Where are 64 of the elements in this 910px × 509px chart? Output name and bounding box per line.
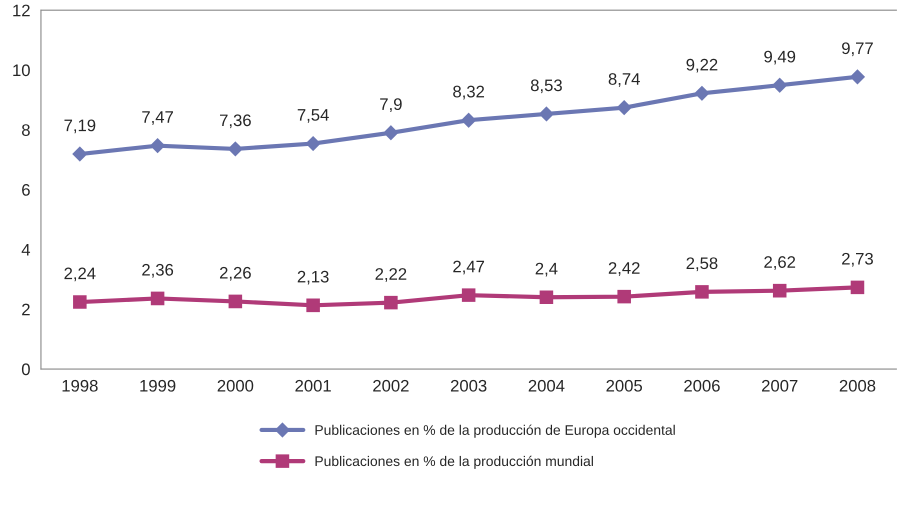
point — [616, 100, 632, 116]
data-label: 2,13 — [298, 270, 329, 285]
point — [617, 290, 631, 304]
point — [228, 142, 243, 156]
y-tick-label: 2 — [22, 304, 30, 316]
point — [462, 288, 476, 302]
data-label: 7,9 — [380, 98, 402, 112]
x-tick-label: 2003 — [450, 380, 486, 392]
point — [73, 295, 87, 309]
y-tick-label: 4 — [22, 244, 30, 256]
data-label: 7,54 — [298, 109, 329, 123]
data-label: 2,26 — [220, 266, 251, 281]
y-tick-label: 12 — [13, 4, 30, 16]
x-tick-label: 2005 — [606, 380, 642, 392]
data-label: 2,47 — [453, 260, 484, 274]
point — [384, 296, 398, 310]
point — [228, 294, 242, 308]
point — [850, 69, 865, 84]
data-label: 8,32 — [453, 86, 484, 100]
point — [150, 292, 164, 306]
data-label: 2,36 — [142, 264, 174, 278]
data-label: 9,77 — [842, 42, 873, 56]
data-label: 8,53 — [530, 79, 562, 94]
point — [850, 280, 864, 294]
y-tick-label: 10 — [13, 64, 30, 76]
x-tick-label: 2007 — [762, 380, 798, 392]
point — [772, 78, 788, 93]
data-label: 2,22 — [376, 268, 406, 282]
data-label: 7,19 — [64, 119, 96, 134]
data-label: 2,24 — [64, 268, 96, 282]
x-tick-label: 2004 — [528, 380, 564, 392]
y-tick-label: 6 — [22, 184, 30, 196]
point — [772, 284, 786, 298]
point — [461, 112, 476, 128]
data-label: 7,36 — [220, 114, 251, 128]
data-label: 2,62 — [764, 256, 796, 270]
data-label: 9,49 — [764, 50, 796, 64]
data-label: 9,22 — [686, 58, 718, 73]
x-tick-label: 1998 — [62, 380, 98, 392]
legend-label: Publicaciones en % de la producción de Europa occidental — [316, 424, 675, 438]
point — [539, 106, 554, 122]
data-label: 2,4 — [536, 262, 558, 276]
y-tick-label: 0 — [22, 363, 30, 376]
point — [383, 125, 398, 140]
data-label: 2,58 — [686, 257, 718, 272]
x-tick-label: 2000 — [218, 380, 254, 392]
point — [150, 138, 165, 154]
data-label: 8,74 — [608, 73, 640, 87]
data-label: 2,73 — [842, 252, 873, 267]
point — [694, 86, 710, 101]
point — [540, 290, 554, 304]
point — [306, 136, 321, 151]
x-tick-label: 2006 — [684, 380, 720, 392]
x-tick-label: 2002 — [373, 380, 409, 392]
data-label: 2,42 — [608, 262, 640, 276]
data-label: 7,47 — [142, 111, 173, 125]
y-tick-label: 8 — [22, 124, 30, 136]
legend-label: Publicaciones en % de la producción mundial — [316, 456, 593, 469]
x-tick-label: 1999 — [140, 380, 176, 392]
point — [72, 146, 88, 162]
x-tick-label: 2008 — [840, 380, 876, 392]
point — [306, 298, 320, 312]
point — [695, 285, 709, 299]
x-tick-label: 2001 — [295, 380, 331, 392]
